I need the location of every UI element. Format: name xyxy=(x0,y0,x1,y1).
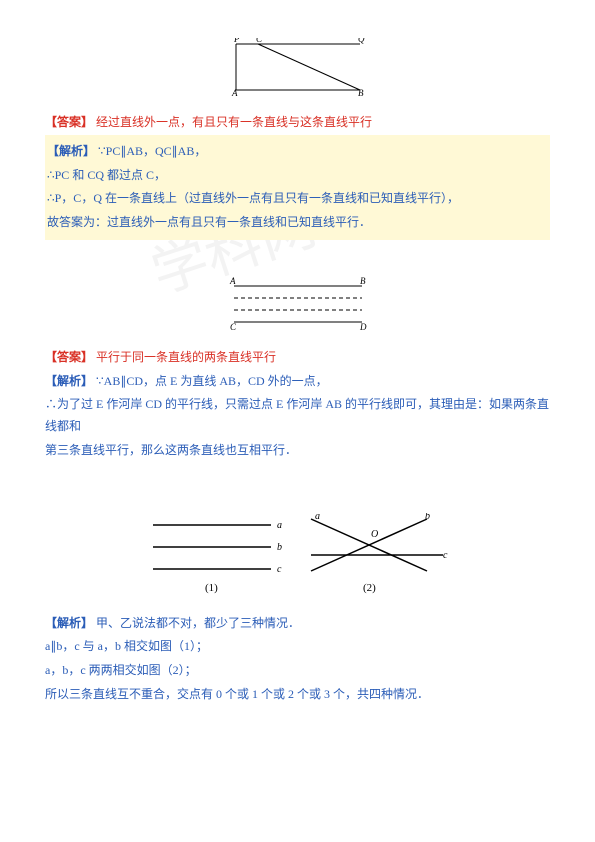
svg-text:A: A xyxy=(231,88,238,96)
analysis-line: ∴PC 和 CQ 都过点 C， xyxy=(47,165,548,187)
three-lines-diagram: a b c (1) a b c O (2) xyxy=(143,513,453,597)
page-content: P C Q A B 【答案】 经过直线外一点，有且只有一条直线与这条直线平行 【… xyxy=(45,38,550,705)
svg-text:B: B xyxy=(360,276,366,286)
analysis-line: 第三条直线平行，那么这两条直线也互相平行． xyxy=(45,440,550,462)
problem3-figure: a b c (1) a b c O (2) xyxy=(45,513,550,605)
svg-text:b: b xyxy=(277,542,282,553)
svg-text:A: A xyxy=(229,276,236,286)
answer-text: 经过直线外一点，有且只有一条直线与这条直线平行 xyxy=(96,115,372,129)
analysis-line: a∥b，c 与 a，b 相交如图（1）； xyxy=(45,636,550,658)
svg-text:P: P xyxy=(233,38,240,44)
svg-text:C: C xyxy=(256,38,263,44)
problem1-analysis-block: 【解析】 ∵PC∥AB，QC∥AB， ∴PC 和 CQ 都过点 C， ∴P，C，… xyxy=(45,135,550,239)
answer-label: 【答案】 xyxy=(45,115,93,129)
svg-text:a: a xyxy=(315,513,320,522)
svg-text:c: c xyxy=(443,550,448,561)
analysis-line: ∵AB∥CD，点 E 为直线 AB，CD 外的一点， xyxy=(96,374,328,388)
analysis-line: 故答案为：过直线外一点有且只有一条直线和已知直线平行． xyxy=(47,212,548,234)
analysis-label: 【解析】 xyxy=(47,144,95,158)
problem2-figure: A B C D xyxy=(45,276,550,340)
svg-text:c: c xyxy=(277,564,282,575)
svg-text:D: D xyxy=(359,322,367,332)
svg-text:(2): (2) xyxy=(363,582,376,594)
analysis-label: 【解析】 xyxy=(45,616,93,630)
svg-text:B: B xyxy=(358,88,364,96)
parallel-lines-diagram: A B C D xyxy=(228,276,368,332)
answer-text: 平行于同一条直线的两条直线平行 xyxy=(96,350,276,364)
analysis-line: a，b，c 两两相交如图（2）； xyxy=(45,660,550,682)
problem1-figure: P C Q A B xyxy=(45,38,550,104)
svg-text:a: a xyxy=(277,520,282,531)
analysis-line: 甲、乙说法都不对，都少了三种情况． xyxy=(96,616,300,630)
svg-text:b: b xyxy=(425,513,430,522)
answer-label: 【答案】 xyxy=(45,350,93,364)
analysis-label: 【解析】 xyxy=(45,374,93,388)
svg-text:C: C xyxy=(230,322,237,332)
analysis-line: 所以三条直线互不重合，交点有 0 个或 1 个或 2 个或 3 个，共四种情况． xyxy=(45,684,550,706)
analysis-line: ∴为了过 E 作河岸 CD 的平行线，只需过点 E 作河岸 AB 的平行线即可，… xyxy=(45,394,550,437)
svg-text:Q: Q xyxy=(358,38,365,44)
triangle-parallel-diagram: P C Q A B xyxy=(228,38,368,96)
analysis-line: ∴P，C，Q 在一条直线上（过直线外一点有且只有一条直线和已知直线平行）， xyxy=(47,188,548,210)
svg-text:O: O xyxy=(371,529,378,540)
problem2-answer: 【答案】 平行于同一条直线的两条直线平行 xyxy=(45,347,550,369)
svg-text:(1): (1) xyxy=(205,582,218,594)
analysis-line: ∵PC∥AB，QC∥AB， xyxy=(98,144,206,158)
problem1-answer: 【答案】 经过直线外一点，有且只有一条直线与这条直线平行 xyxy=(45,112,550,134)
